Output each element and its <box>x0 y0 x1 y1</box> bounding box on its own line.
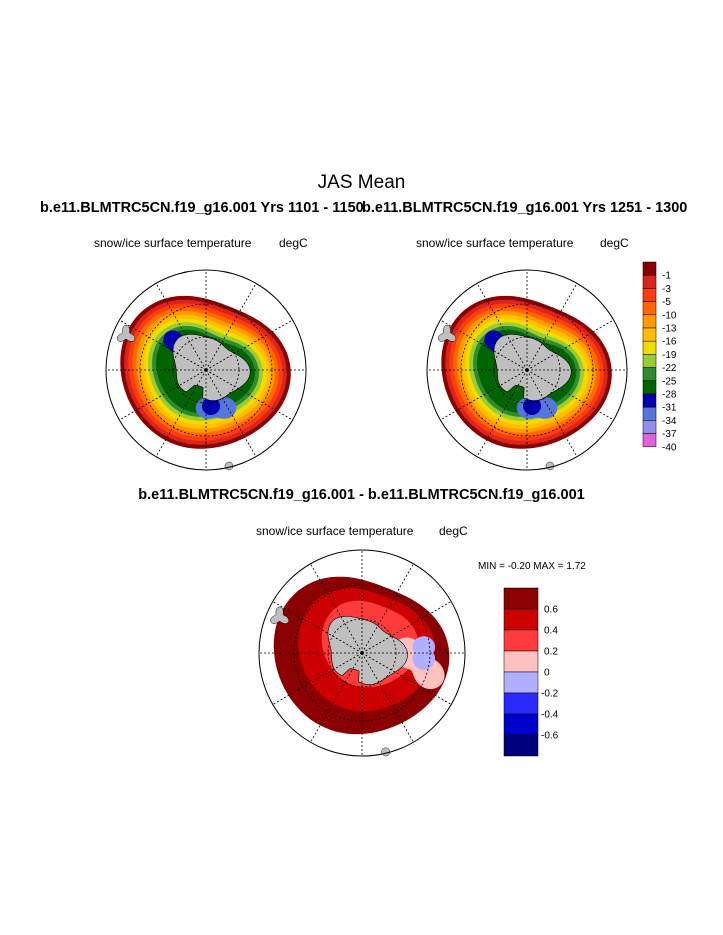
left-units-label: degC <box>279 236 308 250</box>
diff-latitude-circle <box>293 584 431 722</box>
temp-colorbar-label: -22 <box>662 363 677 374</box>
left-map-border <box>105 269 307 471</box>
temp-colorbar-label: -1 <box>662 271 671 282</box>
diff-meridian <box>272 601 363 654</box>
diff-meridian <box>361 652 414 743</box>
temp-colorbar-label: -37 <box>662 429 677 440</box>
diff-colorbar-box <box>503 587 539 610</box>
right-meridian <box>476 283 528 371</box>
left-meridian <box>205 369 257 457</box>
diff-colorbar-label: 0.4 <box>544 626 558 637</box>
right-panel-title: b.e11.BLMTRC5CN.f19_g16.001 Yrs 1251 - 1… <box>362 200 688 216</box>
right-latitude-circle <box>493 336 561 404</box>
temp-colorbar-label: -16 <box>662 337 677 348</box>
right-units-label: degC <box>600 236 629 250</box>
figure-title: JAS Mean <box>317 172 406 193</box>
diff-colorbar-label: -0.2 <box>541 689 559 700</box>
temp-colorbar-label: -3 <box>662 284 671 295</box>
temp-colorbar-label: -28 <box>662 390 677 401</box>
right-meridian <box>440 369 528 421</box>
left-meridian <box>205 369 293 421</box>
left-panel-title: b.e11.BLMTRC5CN.f19_g16.001 Yrs 1101 - 1… <box>40 200 364 216</box>
temp-colorbar-label: -40 <box>662 442 677 453</box>
left-meridian <box>119 369 207 421</box>
right-meridian <box>526 369 614 421</box>
right-meridian <box>526 319 614 371</box>
right-meridian <box>476 369 528 457</box>
left-latitude-circle <box>172 336 240 404</box>
left-meridian <box>205 283 257 371</box>
left-variable-label: snow/ice surface temperature <box>94 236 252 250</box>
right-map-border <box>426 269 628 471</box>
left-south-america-tip <box>116 324 136 342</box>
right-variable-label: snow/ice surface temperature <box>416 236 574 250</box>
right-latitude-circle <box>460 303 594 437</box>
temp-colorbar-label: -19 <box>662 350 677 361</box>
diff-colorbar-label: 0 <box>544 668 550 679</box>
diff-south-america-tip <box>270 606 289 624</box>
diff-panel-title: b.e11.BLMTRC5CN.f19_g16.001 - b.e11.BLMT… <box>138 487 585 503</box>
right-meridian <box>440 319 528 371</box>
right-cold-core-ross <box>523 397 541 415</box>
diff-meridian <box>310 652 363 743</box>
diff-latitude-circle <box>327 618 397 688</box>
right-south-america-tip <box>437 324 457 342</box>
left-meridian <box>155 283 207 371</box>
diff-meridian <box>361 601 452 654</box>
left-meridian <box>119 319 207 371</box>
diff-colorbar-box <box>503 608 539 631</box>
left-latitude-circle <box>139 303 273 437</box>
diff-variable-label: snow/ice surface temperature <box>256 524 414 538</box>
diff-colorbar-box <box>503 629 539 652</box>
diff-meridian <box>361 652 452 705</box>
diff-colorbar-label: -0.4 <box>541 710 559 721</box>
diff-colorbar-label: 0.6 <box>544 605 558 616</box>
diff-units-label: degC <box>439 524 468 538</box>
diff-colorbar-box <box>503 713 539 736</box>
temp-colorbar-label: -13 <box>662 324 677 335</box>
diff-colorbar-box <box>503 671 539 694</box>
temp-colorbar-label: -25 <box>662 376 677 387</box>
left-cold-core-ross <box>202 397 220 415</box>
left-meridian <box>155 369 207 457</box>
temp-colorbar-label: -34 <box>662 416 677 427</box>
temp-colorbar-label: -31 <box>662 403 677 414</box>
diff-colorbar-box <box>503 692 539 715</box>
diff-colorbar-box <box>503 734 539 757</box>
temp-colorbar-box <box>642 433 657 448</box>
right-meridian <box>526 369 578 457</box>
diff-meridian <box>272 652 363 705</box>
right-meridian <box>526 283 578 371</box>
temp-colorbar-label: -5 <box>662 297 671 308</box>
left-meridian <box>205 319 293 371</box>
diff-colorbar-label: -0.6 <box>541 731 559 742</box>
diff-colorbar-label: 0.2 <box>544 647 558 658</box>
min-max-readout: MIN = -0.20 MAX = 1.72 <box>478 561 586 572</box>
diff-colorbar-box <box>503 650 539 673</box>
temp-colorbar-label: -10 <box>662 310 677 321</box>
diff-map-border <box>258 549 466 757</box>
diff-meridian <box>361 563 414 654</box>
diff-meridian <box>310 563 363 654</box>
